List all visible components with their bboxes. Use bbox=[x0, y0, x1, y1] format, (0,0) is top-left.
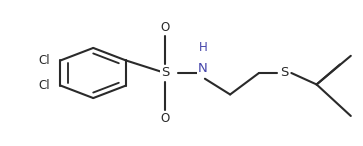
Text: S: S bbox=[161, 66, 170, 80]
Text: Cl: Cl bbox=[38, 79, 50, 92]
Text: S: S bbox=[280, 66, 288, 80]
Text: O: O bbox=[161, 112, 170, 125]
Text: Cl: Cl bbox=[38, 54, 50, 67]
Text: O: O bbox=[161, 21, 170, 34]
Text: H: H bbox=[199, 41, 208, 54]
Text: N: N bbox=[198, 62, 208, 75]
